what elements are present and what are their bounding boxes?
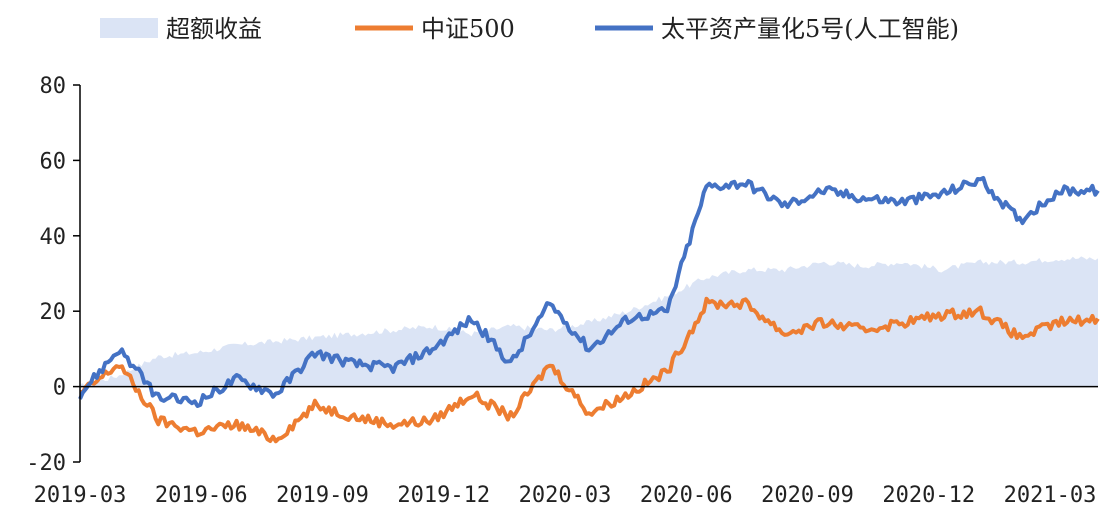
- legend-label: 中证500: [421, 15, 515, 43]
- legend-item-fund: 太平资产量化5号(人工智能): [595, 15, 959, 43]
- legend-swatch: [100, 18, 158, 38]
- y-tick-label: 80: [40, 74, 67, 99]
- y-tick-label: 0: [53, 376, 66, 401]
- y-tick-label: 60: [40, 149, 67, 174]
- legend-item-excess-return: 超额收益: [100, 15, 262, 43]
- legend-item-csi500: 中证500: [355, 15, 515, 43]
- plot-area: [78, 176, 1100, 444]
- x-tick-label: 2020-03: [519, 483, 612, 508]
- x-tick-label: 2019-12: [397, 483, 490, 508]
- legend-label: 超额收益: [166, 15, 262, 43]
- legend: 超额收益 中证500 太平资产量化5号(人工智能): [100, 15, 959, 43]
- area-series-excess-return: [80, 256, 1098, 388]
- x-tick-label: 2021-03: [1004, 483, 1097, 508]
- y-tick-label: 40: [40, 225, 67, 250]
- x-tick-label: 2020-06: [640, 483, 733, 508]
- y-tick-label: 20: [40, 300, 67, 325]
- line-series-csi500: [79, 296, 1100, 444]
- legend-label: 太平资产量化5号(人工智能): [661, 15, 959, 43]
- x-tick-label: 2020-12: [882, 483, 975, 508]
- line-series-fund: [78, 176, 1100, 408]
- area-layer: [80, 256, 1098, 388]
- y-tick-label: -20: [26, 451, 66, 476]
- x-tick-label: 2019-09: [276, 483, 369, 508]
- x-tick-label: 2019-06: [155, 483, 248, 508]
- axes: -20 0 20 40 60 80 2019-03 2019-06 2019-09 2019-12…: [26, 74, 1098, 508]
- x-tick-label: 2020-09: [761, 483, 854, 508]
- line-layer: [78, 176, 1100, 444]
- x-tick-label: 2019-03: [34, 483, 127, 508]
